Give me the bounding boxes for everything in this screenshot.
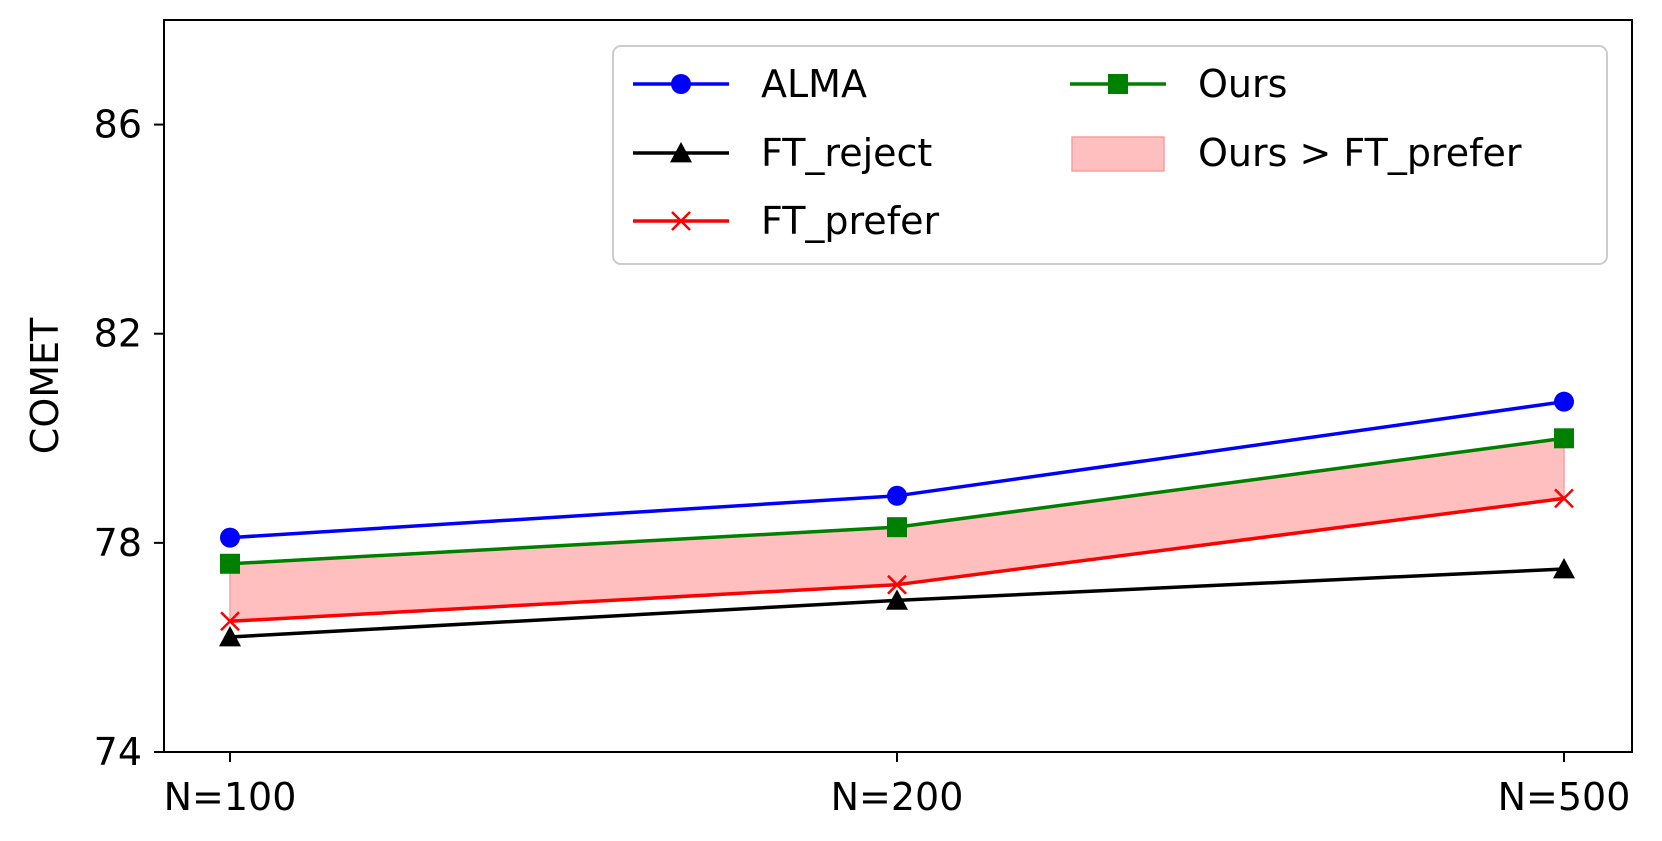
data-point-ours — [887, 517, 907, 538]
legend-marker — [1108, 74, 1128, 94]
legend-entry-ft-reject: FT_reject — [633, 131, 932, 175]
data-point-alma — [887, 485, 907, 506]
y-tick-label: 78 — [94, 521, 142, 565]
x-tick-label: N=200 — [831, 775, 964, 819]
y-tick-label: 74 — [94, 730, 142, 774]
legend-swatch-fill — [1071, 136, 1165, 172]
data-point-ours — [1554, 428, 1574, 449]
data-point-ft-reject — [1553, 558, 1575, 579]
y-axis-title: COMET — [23, 317, 67, 454]
y-tick-label: 86 — [94, 103, 142, 147]
ticks-layer: 74 78 82 86 N=100 N=200 N=500 — [94, 103, 1631, 819]
y-tick-label: 82 — [94, 312, 142, 356]
data-point-ft-prefer — [1554, 488, 1574, 509]
legend-entry-ours: Ours — [1070, 62, 1287, 106]
data-point-alma — [1554, 391, 1574, 412]
legend-label: FT_prefer — [761, 199, 939, 243]
x-tick-label: N=100 — [164, 775, 297, 819]
legend-entry-alma: ALMA — [633, 62, 867, 106]
series-layer — [219, 391, 1575, 647]
data-point-ft-prefer — [887, 574, 907, 595]
data-point-ft-reject — [886, 589, 908, 610]
series-ft-reject — [219, 558, 1575, 647]
series-alma — [220, 391, 1574, 548]
x-tick-label: N=500 — [1498, 775, 1631, 819]
legend-label: ALMA — [761, 62, 867, 106]
series-ft-prefer — [220, 488, 1574, 632]
legend-marker — [671, 74, 691, 94]
legend-label: Ours — [1198, 62, 1287, 106]
legend-label: FT_reject — [761, 131, 932, 175]
data-point-ft-prefer — [220, 611, 240, 632]
data-point-alma — [220, 527, 240, 548]
legend-entry-ours-ft-prefer: Ours > FT_prefer — [1071, 131, 1522, 175]
legend-marker — [671, 211, 691, 231]
data-point-ours — [220, 553, 240, 574]
legend-marker — [670, 142, 692, 163]
legend-entry-ft-prefer: FT_prefer — [633, 199, 939, 243]
legend: ALMA FT_reject FT_prefer Ours Ours > FT_pref… — [612, 45, 1608, 265]
legend-label: Ours > FT_prefer — [1198, 131, 1522, 175]
series-ours — [220, 428, 1574, 574]
data-point-ft-reject — [219, 625, 241, 647]
